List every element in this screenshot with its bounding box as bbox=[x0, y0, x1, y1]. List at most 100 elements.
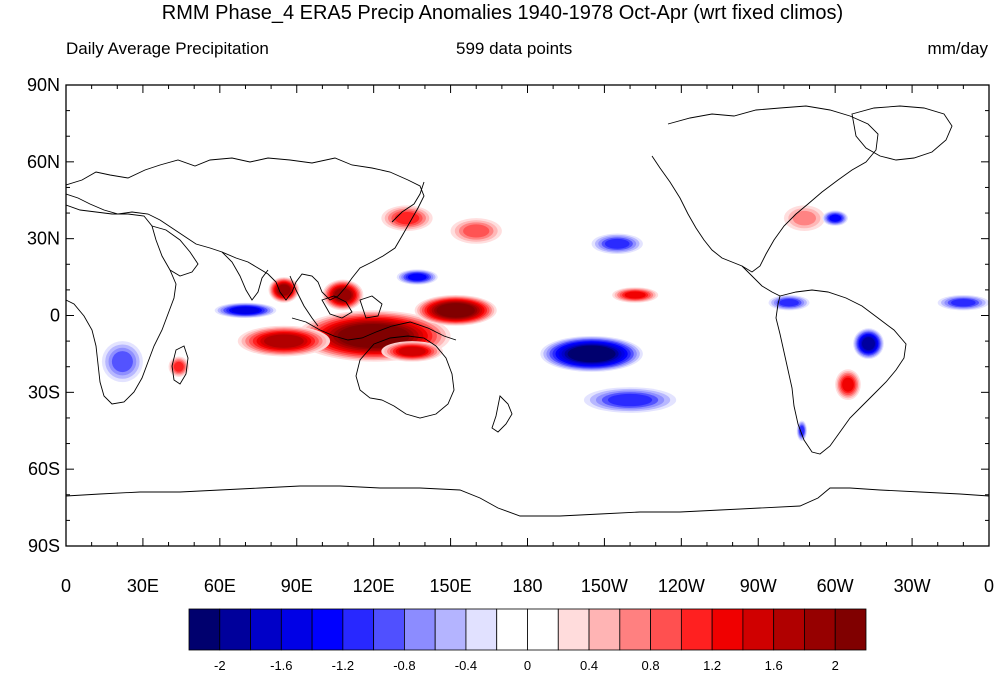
anomaly-nw-pacific-wet bbox=[450, 218, 502, 244]
colorbar: -2 -1.6 -1.2 -0.8 -0.4 0 0.4 0.8 1.2 1.6 2 bbox=[188, 608, 867, 673]
colorbar-box bbox=[404, 608, 436, 651]
coastline-eurasia bbox=[66, 157, 425, 301]
left-string: Daily Average Precipitation bbox=[66, 39, 269, 58]
lon-tick-label: 120E bbox=[353, 576, 395, 596]
colorbar-box bbox=[219, 608, 251, 651]
colorbar-box bbox=[280, 608, 313, 651]
lon-tick-label: 60E bbox=[204, 576, 236, 596]
anomaly-contour bbox=[394, 212, 420, 225]
lat-tick-label: 30N bbox=[27, 229, 60, 249]
colorbar-label: 0 bbox=[524, 658, 531, 673]
coastline-seasia bbox=[289, 275, 319, 327]
lon-tick-label: 60W bbox=[817, 576, 854, 596]
plot-title: RMM Phase_4 ERA5 Precip Anomalies 1940-1… bbox=[161, 2, 844, 24]
anomaly-contour bbox=[438, 304, 473, 317]
lat-tick-label: 90N bbox=[27, 75, 60, 95]
colorbar-box bbox=[250, 608, 282, 651]
colorbar-box bbox=[527, 608, 559, 651]
colorbar-box bbox=[804, 608, 836, 651]
lon-tick-label: 150W bbox=[581, 576, 628, 596]
coastline-south-america bbox=[775, 289, 907, 455]
lon-tick-label: 0 bbox=[61, 576, 71, 596]
colorbar-box bbox=[496, 608, 528, 651]
anomaly-gulf-stream-dry bbox=[822, 210, 848, 226]
colorbar-box bbox=[465, 608, 498, 651]
anomaly-contour bbox=[862, 337, 875, 351]
coastline-newzealand bbox=[491, 395, 513, 433]
coastline-madagascar bbox=[171, 345, 189, 385]
anomaly-contour bbox=[842, 377, 854, 392]
coastline-japan bbox=[391, 181, 425, 223]
lat-tick-label: 30S bbox=[28, 382, 60, 402]
lon-tick-label: 90E bbox=[281, 576, 313, 596]
anomaly-contour bbox=[463, 224, 490, 238]
colorbar-box bbox=[311, 608, 344, 651]
anomaly-south-america-se-wet bbox=[835, 369, 861, 401]
colorbar-label: 0.8 bbox=[642, 658, 660, 673]
anomaly-contour bbox=[624, 291, 646, 299]
coastline-antarctica bbox=[66, 485, 989, 517]
colorbar-box bbox=[650, 608, 682, 651]
coastlines bbox=[66, 105, 989, 517]
colorbar-label: 2 bbox=[832, 658, 839, 673]
anomaly-spcz-dry bbox=[540, 335, 643, 372]
anomaly-contour bbox=[173, 361, 184, 372]
lon-tick-label: 30E bbox=[127, 576, 159, 596]
anomaly-maritime-continent-wet bbox=[296, 310, 451, 362]
colorbar-box bbox=[188, 608, 221, 651]
anomaly-contour bbox=[264, 334, 304, 348]
anomaly-contour bbox=[829, 214, 842, 222]
anomaly-field bbox=[101, 205, 989, 441]
anomaly-contour bbox=[604, 238, 630, 249]
colorbar-box bbox=[742, 608, 775, 651]
colorbar-box bbox=[711, 608, 744, 651]
anomaly-west-pacific-wet bbox=[414, 295, 497, 326]
anomaly-contour bbox=[398, 346, 426, 356]
anomaly-madagascar-wet bbox=[168, 356, 190, 377]
anomaly-southern-africa-dry bbox=[101, 341, 143, 383]
anomaly-caribbean-dry bbox=[768, 295, 810, 311]
lat-tick-label: 60S bbox=[28, 459, 60, 479]
coastline-india bbox=[221, 251, 269, 301]
colorbar-box bbox=[773, 608, 805, 651]
coastline-maritime bbox=[291, 295, 457, 341]
anomaly-east-pacific-north-dry bbox=[591, 233, 643, 255]
coastline-australia bbox=[355, 335, 455, 419]
anomaly-western-indian-ocean-dry bbox=[214, 302, 277, 319]
colorbar-box bbox=[680, 608, 713, 651]
anomaly-contour bbox=[779, 299, 799, 307]
anomaly-south-china-sea-wet bbox=[322, 279, 364, 311]
lon-tick-label: 0 bbox=[984, 576, 994, 596]
anomaly-indian-ocean-south-wet bbox=[237, 325, 331, 357]
colorbar-box bbox=[342, 608, 375, 651]
longitude-axis: 0 30E 60E 90E 120E 150E 180 150W 120W 90W 60W 30W 0 bbox=[61, 85, 994, 596]
latitude-axis: 90N 60N 30N 0 30S 60S 90S bbox=[27, 75, 989, 556]
anomaly-contour bbox=[111, 351, 133, 373]
lon-tick-label: 90W bbox=[740, 576, 777, 596]
anomaly-amazon-dry bbox=[853, 328, 884, 360]
colorbar-label: 1.6 bbox=[765, 658, 783, 673]
units-string: mm/day bbox=[927, 39, 988, 58]
coastline-greenland bbox=[851, 105, 953, 161]
coastline-arabia bbox=[151, 225, 199, 277]
colorbar-box bbox=[434, 608, 467, 651]
colorbar-box bbox=[373, 608, 405, 651]
colorbar-box bbox=[834, 608, 867, 651]
coastline-north-america bbox=[651, 105, 879, 273]
anomaly-south-pacific-dry bbox=[583, 387, 677, 413]
anomaly-patagonia-dry bbox=[796, 420, 807, 441]
colorbar-label: 1.2 bbox=[703, 658, 721, 673]
center-string: 599 data points bbox=[456, 39, 573, 58]
colorbar-label: -1.6 bbox=[270, 658, 292, 673]
lat-tick-label: 60N bbox=[27, 152, 60, 172]
anomaly-contour bbox=[607, 393, 653, 407]
anomaly-contour bbox=[570, 346, 613, 362]
lat-tick-label: 90S bbox=[28, 536, 60, 556]
anomaly-central-pacific-itcz-wet bbox=[612, 287, 659, 303]
colorbar-label: -1.2 bbox=[332, 658, 354, 673]
colorbar-box bbox=[588, 608, 621, 651]
coastline-africa bbox=[66, 204, 177, 405]
map-frame bbox=[65, 84, 990, 547]
colorbar-label: -0.4 bbox=[455, 658, 477, 673]
